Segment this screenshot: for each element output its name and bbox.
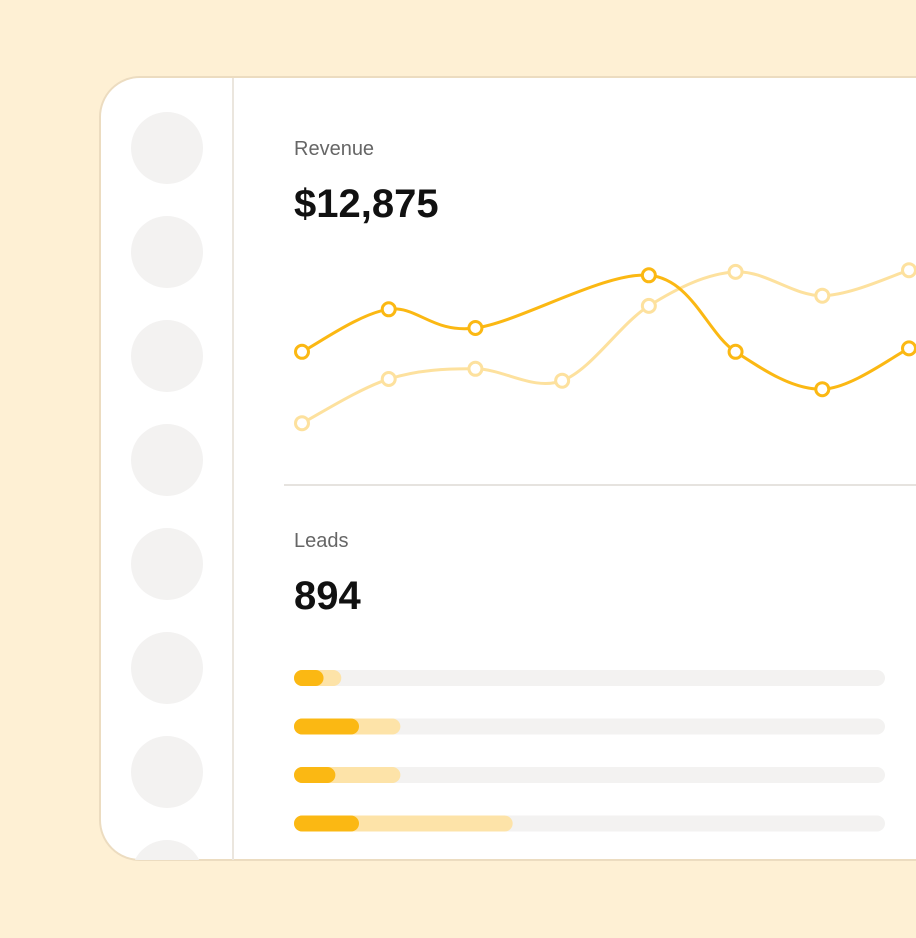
point [380, 301, 397, 318]
card [99, 76, 916, 861]
bar-track [294, 670, 885, 686]
nav-icon[interactable] [131, 424, 203, 496]
nav-icon[interactable] [131, 632, 203, 704]
nav-icon[interactable] [131, 840, 203, 912]
point [294, 415, 310, 432]
point [380, 371, 397, 387]
nav-icon[interactable] [131, 528, 203, 600]
bar [294, 670, 324, 686]
revenue-label: Revenue [294, 138, 374, 160]
bar [294, 718, 360, 735]
revenue-value: $12,875 [294, 182, 439, 226]
point [467, 360, 484, 377]
bar [294, 815, 360, 832]
point [814, 381, 831, 398]
sidebar [131, 112, 203, 912]
line [301, 268, 910, 425]
nav-icon[interactable] [131, 736, 203, 808]
nav-icon[interactable] [131, 320, 203, 392]
nav-icon[interactable] [131, 216, 203, 288]
point [294, 343, 310, 360]
bar-track [294, 718, 885, 735]
point [640, 267, 657, 284]
leads-label: Leads [294, 530, 349, 552]
point [814, 287, 831, 304]
point [640, 297, 657, 314]
bar [294, 767, 336, 783]
point [901, 262, 916, 279]
point [554, 372, 571, 389]
bar-track [294, 767, 885, 783]
leads-value: 894 [294, 574, 361, 618]
nav-icon[interactable] [131, 112, 203, 184]
point [467, 320, 484, 336]
point [727, 343, 744, 360]
point [727, 263, 744, 280]
point [901, 340, 916, 357]
